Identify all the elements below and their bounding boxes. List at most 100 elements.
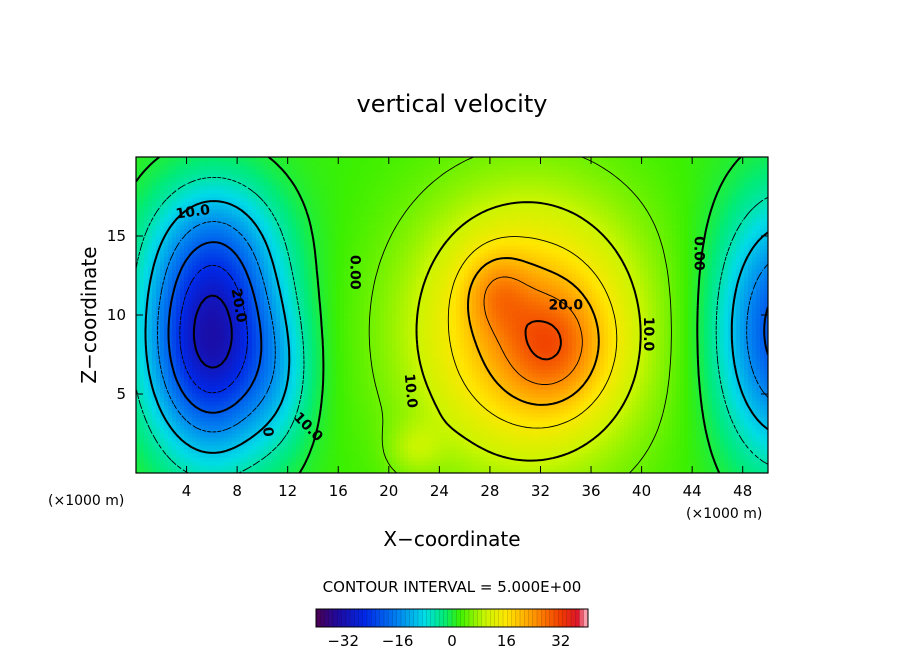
heatmap-cell (152, 341, 157, 346)
heatmap-cell (136, 173, 141, 178)
heatmap-cell (220, 321, 225, 326)
heatmap-cell (136, 197, 141, 202)
heatmap-cell (172, 305, 177, 310)
heatmap-cell (384, 221, 389, 226)
heatmap-cell (340, 177, 345, 182)
heatmap-cell (200, 429, 205, 434)
heatmap-cell (256, 253, 261, 258)
heatmap-cell (140, 249, 145, 254)
heatmap-cell (156, 305, 161, 310)
heatmap-cell (212, 469, 217, 473)
heatmap-cell (324, 309, 329, 314)
heatmap-cell (264, 205, 269, 210)
heatmap-cell (136, 437, 141, 442)
heatmap-cell (136, 417, 141, 422)
heatmap-cell (288, 341, 293, 346)
heatmap-cell (232, 417, 237, 422)
heatmap-cell (204, 209, 209, 214)
heatmap-cell (168, 461, 173, 466)
heatmap-cell (160, 213, 165, 218)
heatmap-cell (280, 321, 285, 326)
heatmap-cell (284, 169, 289, 174)
heatmap-cell (140, 221, 145, 226)
heatmap-cell (156, 441, 161, 446)
heatmap-cell (356, 389, 361, 394)
heatmap-cell (216, 369, 221, 374)
heatmap-cell (336, 261, 341, 266)
heatmap-cell (268, 437, 273, 442)
heatmap-cell (260, 189, 265, 194)
heatmap-cell (336, 461, 341, 466)
heatmap-cell (384, 313, 389, 318)
heatmap-cell (208, 409, 213, 414)
heatmap-cell (248, 353, 253, 358)
heatmap-cell (204, 317, 209, 322)
heatmap-cell (280, 345, 285, 350)
heatmap-cell (228, 349, 233, 354)
heatmap-cell (316, 381, 321, 386)
heatmap-cell (152, 233, 157, 238)
heatmap-cell (344, 181, 349, 186)
heatmap-cell (376, 409, 381, 414)
heatmap-cell (176, 213, 181, 218)
heatmap-cell (200, 465, 205, 470)
heatmap-cell (252, 273, 257, 278)
heatmap-cell (192, 273, 197, 278)
heatmap-cell (284, 313, 289, 318)
heatmap-cell (204, 385, 209, 390)
heatmap-cell (360, 345, 365, 350)
heatmap-cell (160, 433, 165, 438)
heatmap-cell (220, 197, 225, 202)
heatmap-cell (244, 177, 249, 182)
heatmap-cell (368, 221, 373, 226)
heatmap-cell (340, 457, 345, 462)
heatmap-cell (168, 189, 173, 194)
heatmap-cell (216, 317, 221, 322)
heatmap-cell (304, 197, 309, 202)
heatmap-cell (284, 349, 289, 354)
heatmap-cell (160, 205, 165, 210)
heatmap-cell (152, 337, 157, 342)
heatmap-cell (232, 353, 237, 358)
heatmap-cell (156, 429, 161, 434)
heatmap-cell (296, 273, 301, 278)
heatmap-cell (208, 217, 213, 222)
heatmap-cell (192, 445, 197, 450)
heatmap-cell (180, 229, 185, 234)
heatmap-cell (168, 337, 173, 342)
heatmap-cell (312, 317, 317, 322)
heatmap-cell (172, 389, 177, 394)
heatmap-cell (328, 437, 333, 442)
heatmap-cell (152, 429, 157, 434)
heatmap-cell (356, 409, 361, 414)
heatmap-cell (248, 165, 253, 170)
heatmap-cell (300, 169, 305, 174)
heatmap-cell (384, 417, 389, 422)
heatmap-cell (184, 397, 189, 402)
heatmap-cell (348, 209, 353, 214)
heatmap-cell (368, 441, 373, 446)
heatmap-cell (216, 169, 221, 174)
heatmap-cell (316, 225, 321, 230)
heatmap-cell (380, 237, 385, 242)
heatmap-cell (364, 213, 369, 218)
heatmap-cell (164, 453, 169, 458)
heatmap-cell (276, 209, 281, 214)
heatmap-cell (268, 225, 273, 230)
heatmap-cell (292, 209, 297, 214)
heatmap-cell (332, 373, 337, 378)
heatmap-cell (300, 181, 305, 186)
heatmap-cell (136, 349, 141, 354)
heatmap-cell (344, 201, 349, 206)
heatmap-cell (208, 201, 213, 206)
heatmap-cell (264, 245, 269, 250)
heatmap-cell (356, 313, 361, 318)
heatmap-cell (204, 397, 209, 402)
heatmap-cell (296, 209, 301, 214)
heatmap-cell (248, 309, 253, 314)
heatmap-cell (200, 217, 205, 222)
heatmap-cell (224, 169, 229, 174)
heatmap-cell (228, 465, 233, 470)
heatmap-cell (368, 413, 373, 418)
heatmap-cell (180, 281, 185, 286)
